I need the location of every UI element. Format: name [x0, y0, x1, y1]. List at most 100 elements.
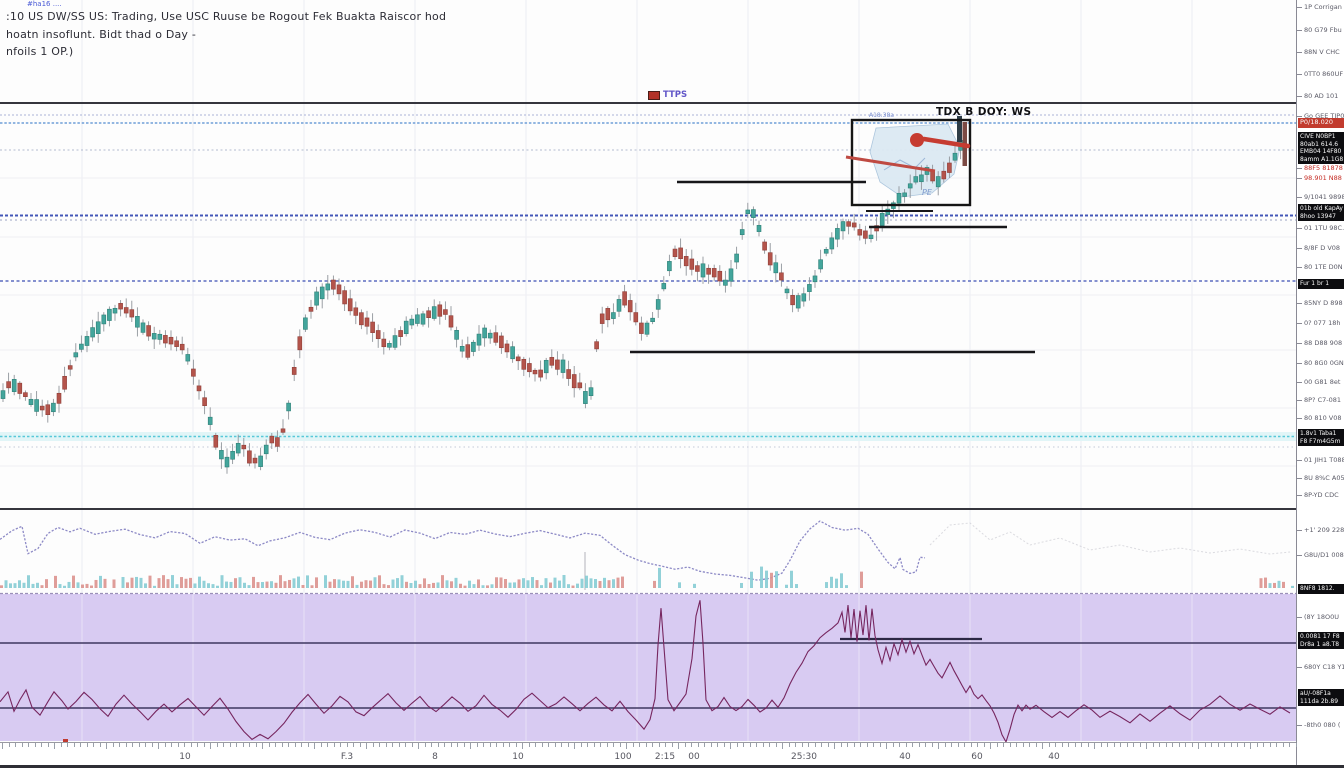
time-axis-tick [366, 743, 367, 749]
time-axis-tick [541, 743, 543, 747]
time-axis-label: 40 [899, 752, 911, 762]
time-axis-tick [795, 743, 796, 747]
time-axis-tick [645, 743, 647, 747]
price-axis-label: 8P? C7-081 [1304, 396, 1341, 404]
time-axis-tick [723, 743, 725, 747]
time-axis-tick [970, 743, 972, 747]
time-axis-tick [476, 743, 478, 747]
time-axis-tick [1165, 743, 1167, 747]
time-axis-tick [1276, 743, 1277, 747]
price-axis-tick [1297, 418, 1302, 419]
time-axis-tick [1211, 743, 1212, 747]
price-axis-label: 88F5 81878 [1304, 164, 1343, 172]
time-axis-tick [886, 743, 887, 749]
time-axis-tick [1139, 743, 1141, 747]
time-axis-tick [73, 743, 75, 747]
time-axis-tick [977, 743, 978, 747]
price-axis-tick [1297, 460, 1302, 461]
price-axis-label: 8/8F D V08 [1304, 244, 1341, 252]
time-axis[interactable]: 10 F.3 8 10 100 2:15 00 25:30 40 60 40 [0, 742, 1297, 766]
time-axis-tick [717, 743, 718, 747]
time-axis-tick [216, 743, 218, 747]
time-axis-tick [171, 743, 172, 747]
time-axis-tick [1068, 743, 1069, 747]
time-axis-tick [944, 743, 946, 747]
time-axis-tick [86, 743, 88, 747]
time-axis-tick [379, 743, 380, 747]
time-axis-tick [327, 743, 328, 747]
time-axis-tick [1172, 743, 1173, 747]
time-axis-tick [905, 743, 907, 747]
time-axis-tick [1152, 743, 1154, 747]
price-axis-label: G8U/D1 008 [1304, 551, 1344, 559]
time-axis-tick [1035, 743, 1037, 747]
time-axis-tick [925, 743, 926, 747]
time-axis-tick [138, 743, 140, 747]
time-axis-label: 10 [179, 752, 191, 762]
time-axis-label: F.3 [340, 752, 354, 762]
time-axis-tick [450, 743, 452, 747]
time-axis-tick [619, 743, 621, 747]
oscillator-panel-background [0, 594, 1296, 741]
price-axis-tick [1297, 7, 1302, 8]
price-axis-label: 00 G81 8et [1304, 378, 1341, 386]
event-flag-marker[interactable]: TTPS [648, 90, 687, 100]
time-axis-tick [1087, 743, 1089, 747]
price-axis-label: 0TT0 860UF [1304, 70, 1344, 78]
time-axis-tick [463, 743, 465, 747]
time-axis-tick [580, 743, 582, 747]
time-axis-tick [658, 743, 660, 747]
time-axis-tick [730, 743, 731, 749]
time-axis-tick [210, 743, 211, 749]
time-axis-tick [1042, 743, 1043, 749]
price-axis-highlight-label: 01b old KapAy 8hoo 13947 [1298, 204, 1344, 221]
price-axis-tick [1297, 30, 1302, 31]
time-axis-tick [54, 743, 55, 749]
price-axis-label: 1P Corrigan [1304, 3, 1342, 11]
time-axis-tick [671, 743, 673, 747]
time-axis-tick [613, 743, 614, 747]
time-axis-tick [340, 743, 341, 747]
dashed-levels [0, 114, 1296, 595]
drawing-annotation-label[interactable]: TDX B DOY: WS [936, 106, 1032, 118]
price-axis-tick [1297, 382, 1302, 383]
bottom-border [0, 765, 1344, 768]
note-line-3: nfoils 1 OP.) [6, 45, 74, 58]
time-axis-tick [1295, 743, 1297, 747]
time-axis-tick [860, 743, 861, 747]
time-axis-tick [80, 743, 81, 747]
time-axis-tick [268, 743, 270, 747]
time-axis-label: 10 [512, 752, 524, 762]
time-axis-tick [632, 743, 634, 747]
price-axis-tick [1297, 74, 1302, 75]
time-axis-tick [353, 743, 354, 747]
price-axis-label: 8U 8%C A051 [1304, 474, 1344, 482]
price-axis-tick [1297, 228, 1302, 229]
price-axis-tick [1297, 617, 1302, 618]
time-axis-tick [294, 743, 296, 747]
time-axis-tick [801, 743, 803, 747]
time-axis-tick [405, 743, 406, 747]
time-axis-tick [749, 743, 751, 747]
panel-divider[interactable] [0, 508, 1344, 510]
time-axis-label: 40 [1048, 752, 1060, 762]
time-axis-tick [132, 743, 133, 747]
time-axis-tick [255, 743, 257, 747]
time-axis-tick [762, 743, 764, 747]
time-axis-tick [314, 743, 315, 749]
time-axis-tick [496, 743, 497, 747]
time-axis-tick [320, 743, 322, 747]
time-axis-tick [119, 743, 120, 747]
time-axis-tick [99, 743, 101, 747]
time-axis-tick [359, 743, 361, 747]
time-axis-tick [1016, 743, 1017, 747]
time-axis-label: 8 [432, 752, 438, 762]
price-axis-highlight-label: 8NF8 1812. [1298, 584, 1344, 594]
price-axis[interactable]: 1P Corrigan 80 G79 Fbu 88N V CHC 0TT0 860UF… [1296, 0, 1344, 768]
time-axis-tick [1061, 743, 1063, 747]
price-axis-tick [1297, 667, 1302, 668]
time-axis-tick [957, 743, 959, 747]
time-axis-tick [1185, 743, 1186, 747]
